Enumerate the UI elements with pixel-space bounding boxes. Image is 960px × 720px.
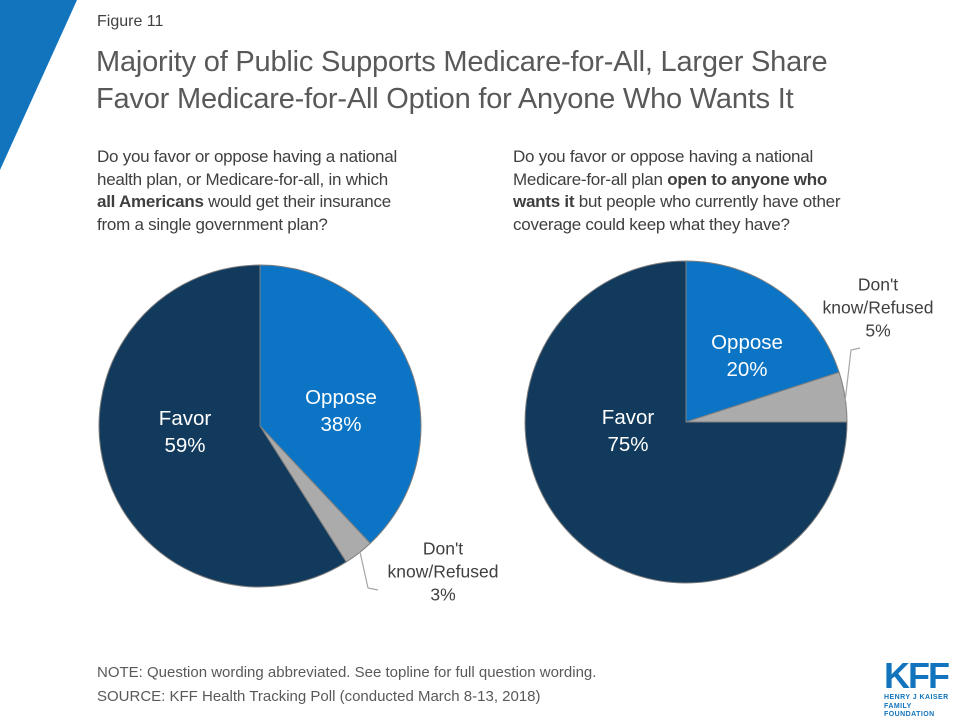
leader-line-left <box>359 551 379 591</box>
pie-chart-left <box>98 264 422 588</box>
title-line-2: Favor Medicare-for-All Option for Anyone… <box>96 83 794 115</box>
kff-logo-subtext: HENRY J KAISER FAMILY FOUNDATION <box>884 694 960 720</box>
pie-right-favor-label: Favor 75% <box>602 404 654 458</box>
pie-left-oppose-name: Oppose <box>305 386 377 409</box>
corner-triangle-decoration <box>0 0 77 170</box>
pie-left-favor-label: Favor 59% <box>159 405 211 459</box>
title-line-1: Majority of Public Supports Medicare-for… <box>96 46 828 78</box>
pie-right-favor-name: Favor <box>601 406 655 429</box>
pie-left-oppose-value: 38% <box>320 413 362 436</box>
kff-logo: KFF HENRY J KAISER FAMILY FOUNDATION <box>884 655 960 720</box>
pie-right-oppose-label: Oppose 20% <box>711 329 783 383</box>
pie-right-oppose-name: Oppose <box>711 331 783 354</box>
question-left: Do you favor or oppose having a national… <box>97 147 397 234</box>
note-text: NOTE: Question wording abbreviated. See … <box>97 664 597 681</box>
pie-left-dontknow-label: Don't know/Refused 3% <box>387 538 499 605</box>
pie-slice-favor <box>98 264 347 588</box>
kff-logo-sub2: FAMILY FOUNDATION <box>884 702 935 719</box>
pie-right-oppose-value: 20% <box>726 358 768 381</box>
pie-slice-oppose <box>685 260 840 423</box>
footer: NOTE: Question wording abbreviated. See … <box>97 661 596 708</box>
pie-left-oppose-label: Oppose 38% <box>305 384 377 438</box>
pie-slice-favor <box>524 260 848 584</box>
pie-right-favor-value: 75% <box>607 433 649 456</box>
pie-slice-oppose <box>259 264 422 544</box>
kff-logo-text: KFF <box>884 655 950 696</box>
kff-logo-sub1: HENRY J KAISER <box>884 694 949 701</box>
source-text: SOURCE: KFF Health Tracking Poll (conduc… <box>97 687 541 705</box>
question-right: Do you favor or oppose having a national… <box>513 147 841 234</box>
pie-left-favor-value: 59% <box>164 434 206 457</box>
page-title: Majority of Public Supports Medicare-for… <box>96 44 828 118</box>
pie-right-dontknow-label: Don't know/Refused 5% <box>822 274 934 341</box>
leader-line-right <box>844 347 861 403</box>
figure-label: Figure 11 <box>97 13 164 30</box>
pie-left-favor-name: Favor <box>158 407 212 430</box>
corner-triangle-shape <box>0 0 77 170</box>
pie-chart-right <box>524 260 848 584</box>
